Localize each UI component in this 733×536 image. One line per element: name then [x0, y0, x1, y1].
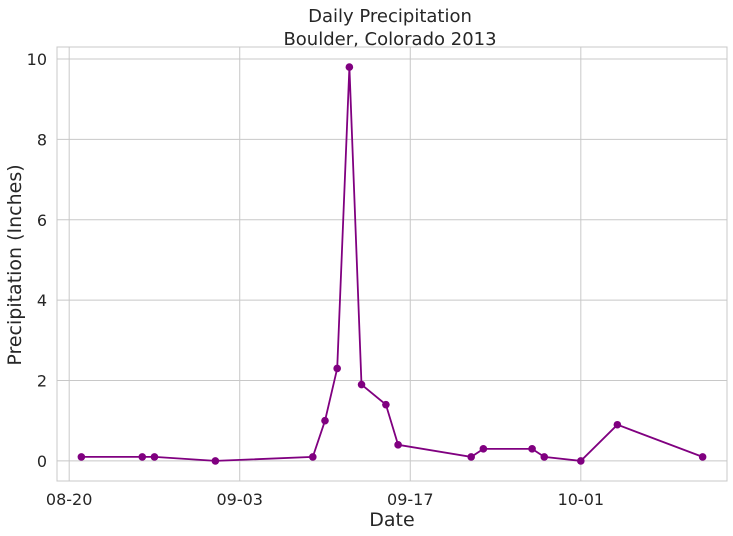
y-tick-label: 4	[37, 291, 47, 310]
y-tick-label: 2	[37, 372, 47, 391]
x-tick-label: 08-20	[46, 490, 93, 509]
series-precipitation	[77, 63, 707, 465]
data-point	[479, 445, 488, 453]
data-point	[698, 453, 707, 461]
data-point	[577, 457, 585, 465]
chart-title: Daily Precipitation	[308, 6, 472, 27]
data-point	[345, 63, 354, 71]
data-point	[321, 416, 329, 425]
data-point	[309, 453, 317, 461]
data-point	[540, 453, 549, 461]
chart-subtitle: Boulder, Colorado 2013	[283, 29, 496, 50]
data-point	[528, 445, 536, 453]
y-tick-labels: 0 2 4 6 8 10	[27, 50, 47, 471]
series-line	[81, 67, 703, 462]
data-point	[150, 453, 159, 461]
x-tick-label: 10-01	[558, 490, 605, 509]
x-tick-label: 09-17	[387, 490, 434, 509]
y-tick-label: 8	[37, 130, 47, 149]
x-tick-label: 09-03	[216, 490, 263, 509]
data-point	[467, 453, 475, 461]
data-point	[394, 441, 402, 449]
data-point	[382, 400, 390, 409]
y-tick-label: 0	[37, 452, 47, 471]
data-point	[333, 364, 341, 373]
grid-lines	[57, 47, 727, 481]
x-axis-label: Date	[369, 509, 414, 531]
y-axis-label: Precipitation (Inches)	[4, 164, 26, 365]
data-point	[138, 453, 147, 461]
data-point	[77, 453, 86, 461]
data-point	[357, 380, 366, 389]
x-tick-labels: 08-20 09-03 09-17 10-01	[46, 490, 604, 509]
plot-frame	[56, 46, 728, 482]
y-tick-label: 6	[37, 211, 47, 230]
data-point	[211, 457, 220, 465]
data-point	[613, 420, 622, 429]
y-tick-label: 10	[27, 50, 47, 69]
